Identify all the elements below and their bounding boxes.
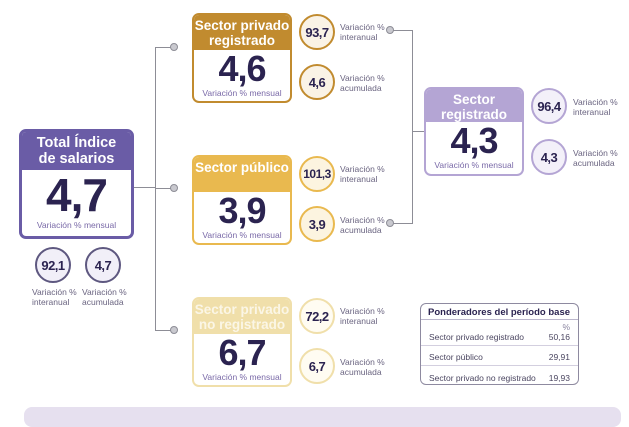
sector-interanual: 72,2 xyxy=(299,298,335,334)
sector-acumulada-label: Variación % acumulada xyxy=(340,215,385,235)
sector-acumulada-label: Variación % acumulada xyxy=(340,73,385,93)
total-interanual: 92,1 xyxy=(35,247,71,283)
connector xyxy=(390,223,412,224)
row-label: Sector público xyxy=(429,352,483,362)
card-subtitle: Variación % mensual xyxy=(36,220,117,230)
connector xyxy=(390,30,412,31)
sector-interanual: 101,3 xyxy=(299,156,335,192)
sector-acumulada: 6,7 xyxy=(299,348,335,384)
card-value: 6,7 xyxy=(218,332,266,373)
sector-interanual-label: Variación % interanual xyxy=(340,164,385,184)
connector xyxy=(412,30,413,224)
footer-bar xyxy=(24,407,621,427)
card-subtitle: Variación % mensual xyxy=(434,160,514,170)
card-title: Sector registrado xyxy=(426,89,522,122)
registrado-acumulada: 4,3 xyxy=(531,139,567,175)
table-title: Ponderadores del período base xyxy=(421,304,578,320)
sector-card: Sector privado no registrado 6,7 Variaci… xyxy=(192,297,292,387)
registrado-acumulada-label: Variación % acumulada xyxy=(573,148,618,168)
connector xyxy=(133,187,155,188)
sector-acumulada-label: Variación % acumulada xyxy=(340,357,385,377)
unit-label: % xyxy=(562,322,570,332)
registrado-interanual-label: Variación % interanual xyxy=(573,97,618,117)
card-title: Sector privado no registrado xyxy=(194,299,290,334)
card-title: Sector privado registrado xyxy=(194,15,290,50)
table-row: Sector público 29,91 xyxy=(421,346,578,366)
connector-dot xyxy=(386,219,394,227)
sector-acumulada: 4,6 xyxy=(299,64,335,100)
registrado-interanual: 96,4 xyxy=(531,88,567,124)
connector xyxy=(155,330,175,331)
card-value: 4,6 xyxy=(218,48,266,89)
sector-registrado-card: Sector registrado 4,3 Variación % mensua… xyxy=(424,87,524,176)
connector xyxy=(155,188,175,189)
connector-dot xyxy=(170,184,178,192)
connector xyxy=(412,131,424,132)
connector-dot xyxy=(170,326,178,334)
total-acumulada: 4,7 xyxy=(85,247,121,283)
table-row: Sector privado registrado % 50,16 xyxy=(421,320,578,346)
total-index-card: Total Índice de salarios 4,7 Variación %… xyxy=(19,129,134,239)
row-value: 50,16 xyxy=(548,332,570,342)
connector xyxy=(155,47,175,48)
row-value: 29,91 xyxy=(548,352,570,362)
sector-card: Sector privado registrado 4,6 Variación … xyxy=(192,13,292,103)
total-interanual-label: Variación % interanual xyxy=(32,287,77,307)
sector-acumulada: 3,9 xyxy=(299,206,335,242)
connector-dot xyxy=(386,26,394,34)
card-value: 3,9 xyxy=(218,190,266,231)
card-subtitle: Variación % mensual xyxy=(202,88,282,98)
row-label: Sector privado no registrado xyxy=(429,373,536,383)
card-value: 4,7 xyxy=(46,169,108,221)
connector xyxy=(155,47,156,331)
card-value: 4,3 xyxy=(450,120,498,161)
sector-card: Sector público 3,9 Variación % mensual xyxy=(192,155,292,245)
row-label: Sector privado registrado xyxy=(429,332,524,342)
card-title: Sector público xyxy=(194,157,290,192)
card-subtitle: Variación % mensual xyxy=(202,372,282,382)
table-row: Sector privado no registrado 19,93 xyxy=(421,366,578,384)
connector-dot xyxy=(170,43,178,51)
sector-interanual-label: Variación % interanual xyxy=(340,306,385,326)
ponderadores-table: Ponderadores del período base Sector pri… xyxy=(420,303,579,385)
total-acumulada-label: Variación % acumulada xyxy=(82,287,127,307)
card-title: Total Índice de salarios xyxy=(22,132,131,170)
row-value: 19,93 xyxy=(548,373,570,383)
sector-interanual-label: Variación % interanual xyxy=(340,22,385,42)
card-subtitle: Variación % mensual xyxy=(202,230,282,240)
sector-interanual: 93,7 xyxy=(299,14,335,50)
